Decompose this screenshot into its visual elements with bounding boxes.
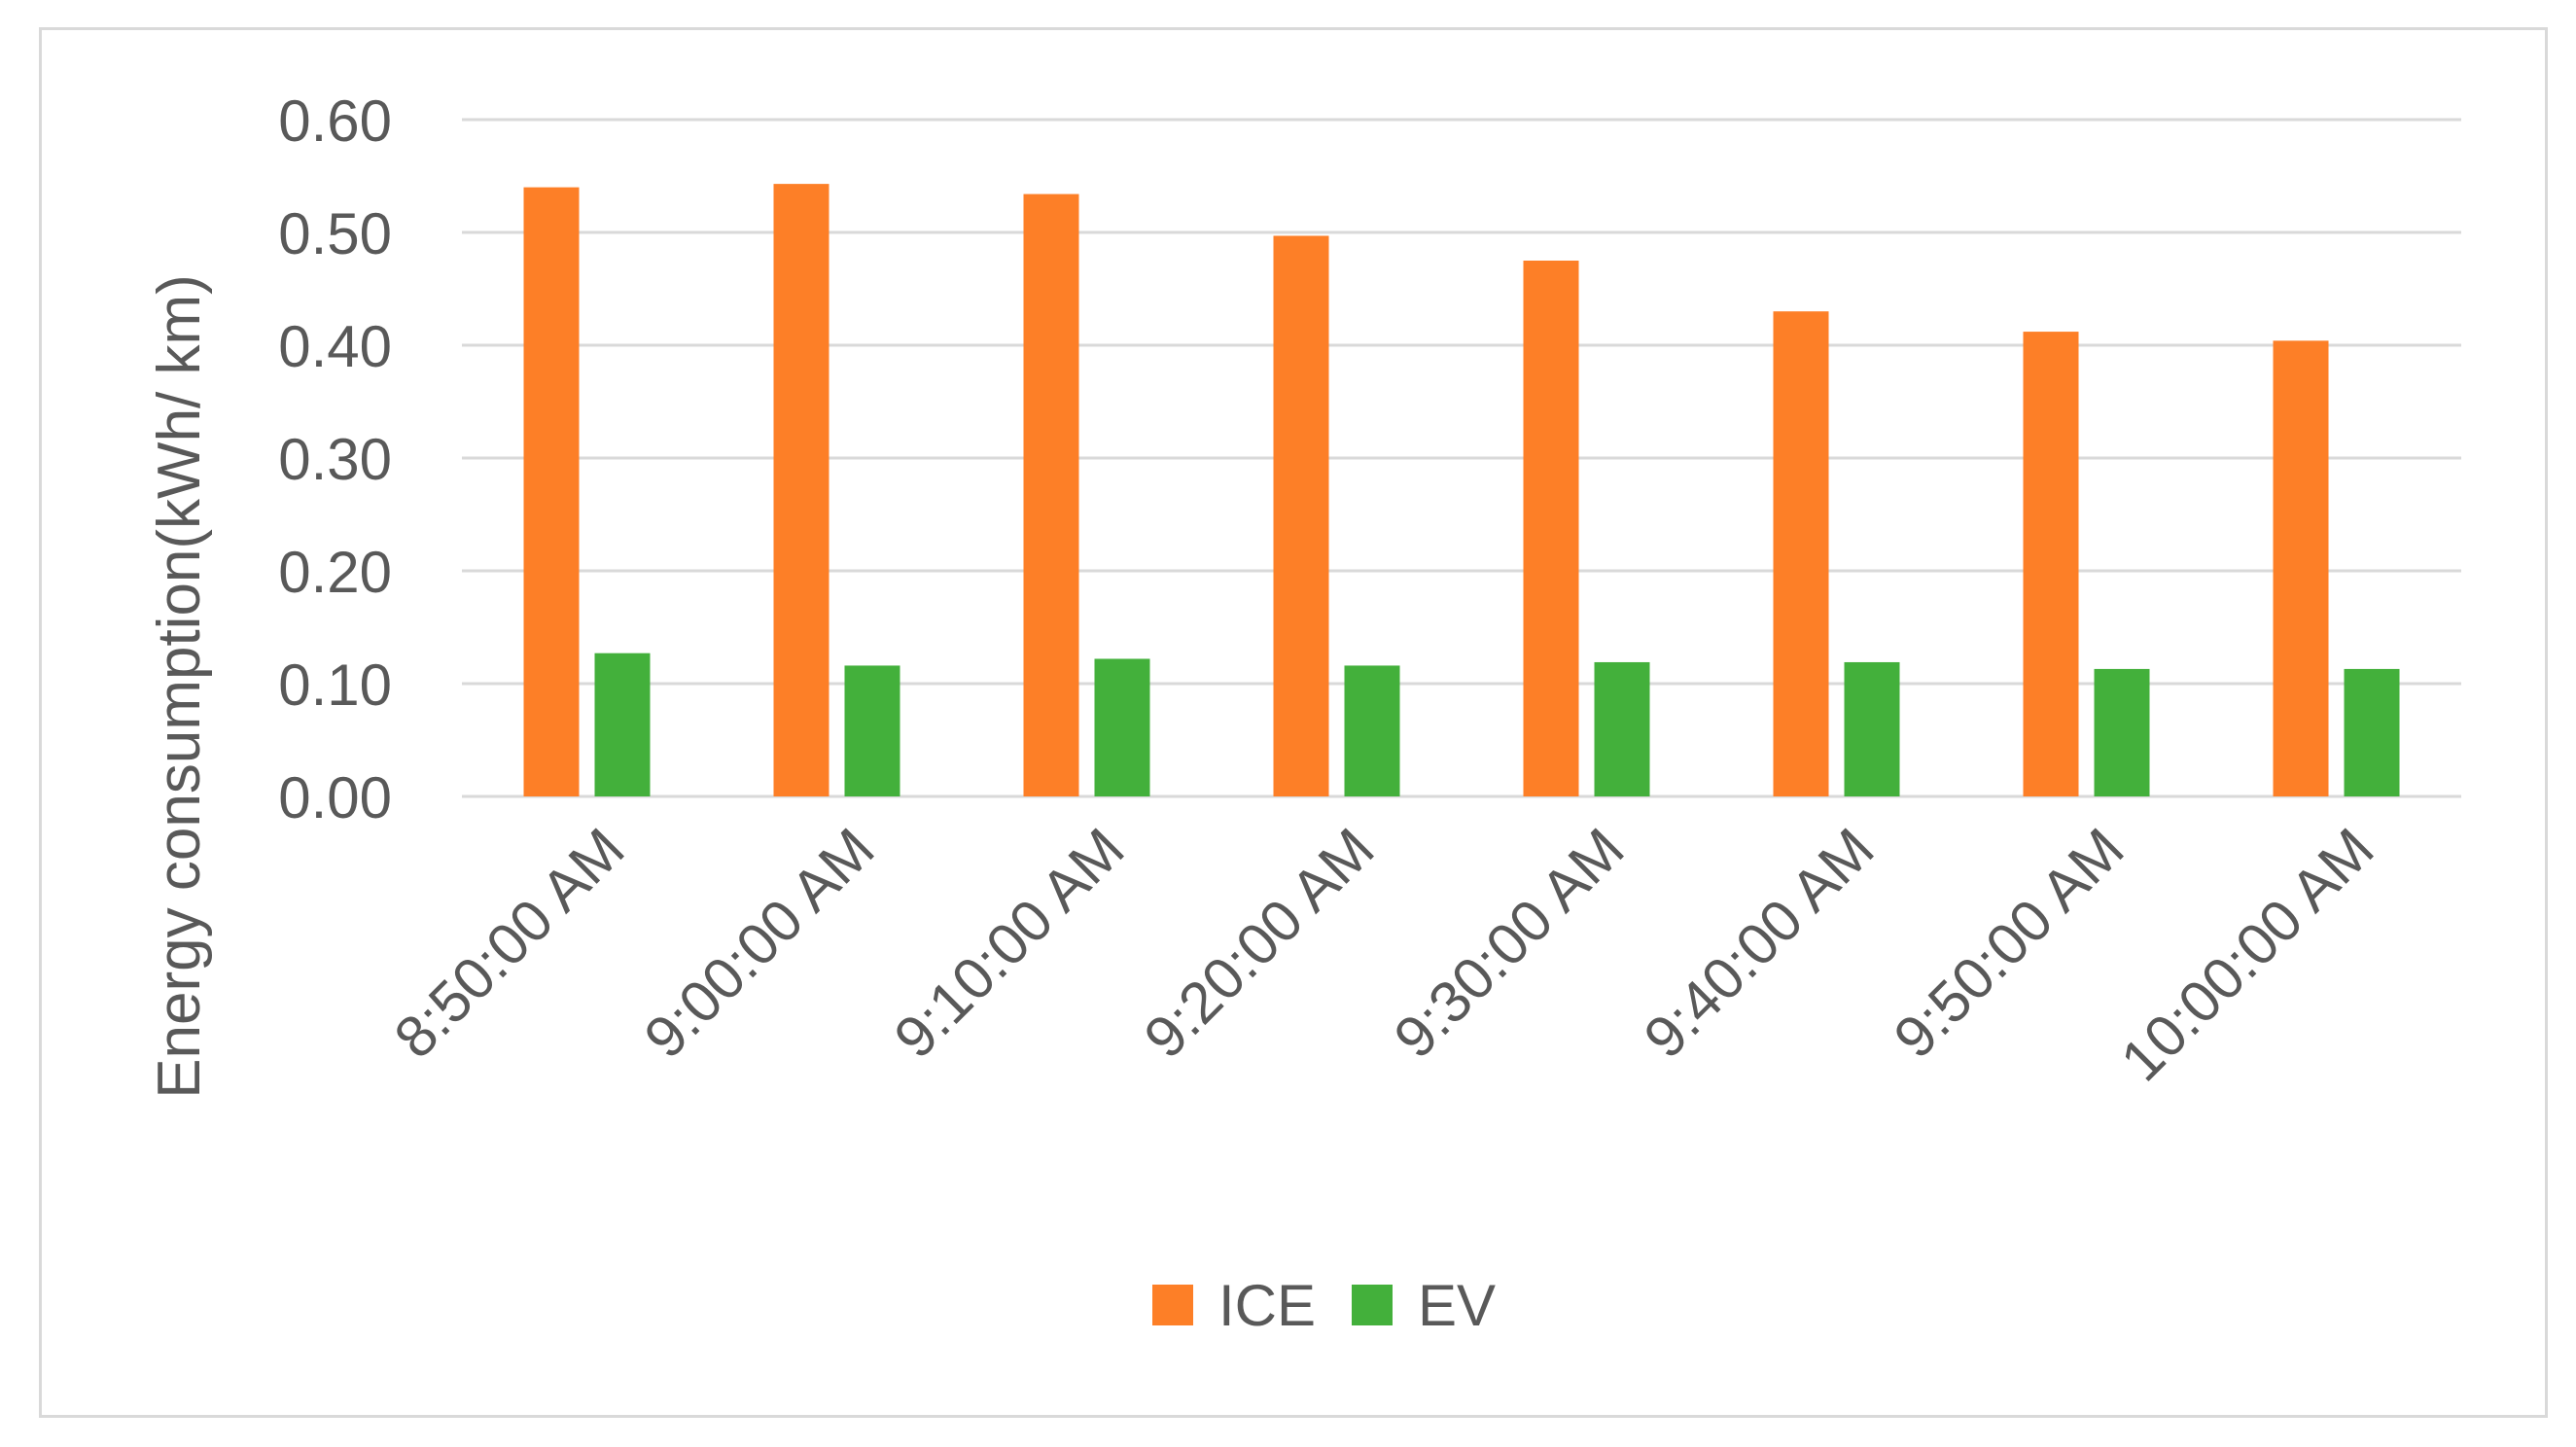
bar-ice — [523, 187, 580, 797]
y-axis-title: Energy consumption(kWh/ km) — [146, 274, 213, 1099]
x-category-label: 10:00:00 AM — [2108, 816, 2386, 1094]
bar-ev — [2344, 668, 2400, 796]
bar-ev — [1844, 661, 1900, 796]
bar-ice — [1023, 194, 1079, 796]
bar-ev — [1594, 661, 1650, 796]
bar-ice — [2023, 332, 2079, 796]
x-category-label: 9:20:00 AM — [1132, 816, 1387, 1071]
y-tick-label: 0.60 — [278, 88, 392, 154]
y-tick-label: 0.40 — [278, 314, 392, 379]
bar-ice — [1273, 235, 1329, 797]
bar-ev — [594, 653, 651, 796]
chart-frame: 0.00 0.10 0.20 0.30 0.40 0.50 0.60 8:50:00 AM 9… — [39, 27, 2548, 1418]
x-category-label: 9:00:00 AM — [632, 816, 887, 1071]
y-tick-label: 0.50 — [278, 201, 392, 266]
y-axis-ticks: 0.00 0.10 0.20 0.30 0.40 0.50 0.60 — [278, 88, 392, 830]
legend: ICE EV — [1152, 1273, 1496, 1338]
x-category-label: 9:50:00 AM — [1882, 816, 2136, 1071]
legend-label-ice: ICE — [1218, 1273, 1316, 1338]
bar-ice — [773, 184, 829, 796]
y-tick-label: 0.30 — [278, 427, 392, 492]
y-tick-label: 0.20 — [278, 540, 392, 605]
bar-ev — [1094, 658, 1150, 796]
x-category-label: 8:50:00 AM — [382, 816, 637, 1071]
bar-chart: 0.000.100.200.300.400.500.60 8:50:00 AM9… — [146, 88, 2461, 1338]
legend-label-ev: EV — [1418, 1273, 1496, 1338]
legend-swatch-ev — [1352, 1285, 1393, 1325]
x-category-label: 9:30:00 AM — [1382, 816, 1637, 1071]
bars — [523, 184, 2400, 797]
bar-ice — [1523, 261, 1579, 796]
legend-swatch-ice — [1152, 1285, 1193, 1325]
bar-ice — [2273, 340, 2329, 796]
x-category-label: 9:40:00 AM — [1632, 816, 1887, 1071]
y-tick-label: 0.10 — [278, 653, 392, 718]
x-axis-categories: 8:50:00 AM9:00:00 AM9:10:00 AM9:20:00 AM… — [382, 816, 2386, 1094]
bar-ev — [1344, 665, 1400, 796]
y-tick-label: 0.00 — [278, 765, 392, 830]
bar-ev — [2094, 668, 2150, 796]
gridlines — [462, 118, 2461, 798]
bar-ice — [1773, 311, 1829, 796]
x-category-label: 9:10:00 AM — [882, 816, 1137, 1071]
bar-ev — [844, 665, 900, 796]
